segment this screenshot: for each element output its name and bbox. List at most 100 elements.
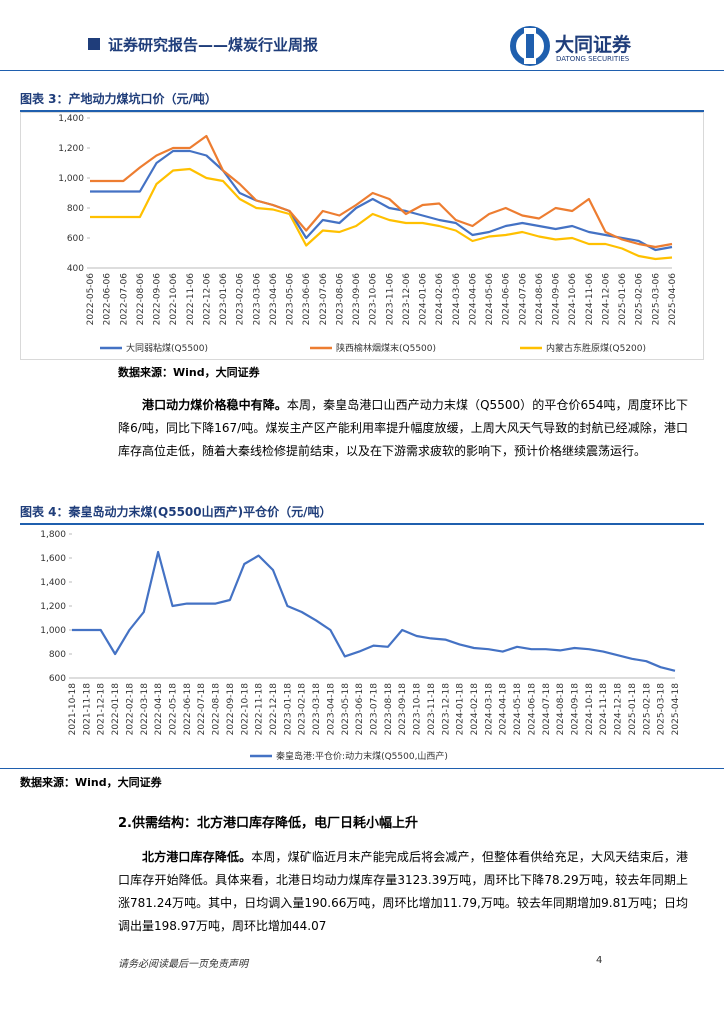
x-tick-label: 2023-11-06 bbox=[385, 273, 395, 326]
source: 数据来源：Wind，大同证券 bbox=[20, 776, 162, 789]
paragraph-body: 本周，煤矿临近月末产能完成后将会减产，但整体看供给充足，大风天结束后，港口库存开… bbox=[118, 850, 688, 933]
y-tick-label: 800 bbox=[49, 650, 66, 660]
source: 数据来源：Wind，大同证券 bbox=[118, 366, 260, 379]
x-tick-label: 2024-04-06 bbox=[468, 273, 478, 326]
x-tick-label: 2022-11-06 bbox=[186, 273, 196, 326]
x-tick-label: 2022-09-18 bbox=[226, 683, 236, 736]
x-tick-label: 2023-07-18 bbox=[370, 683, 380, 736]
x-tick-label: 2021-11-18 bbox=[82, 683, 92, 736]
figure-caption: 图表 4：秦皇岛动力末煤(Q5500山西产)平仓价（元/吨） bbox=[20, 503, 704, 525]
x-tick-label: 2023-08-06 bbox=[335, 273, 345, 326]
x-tick-label: 2023-05-06 bbox=[286, 273, 296, 326]
paragraph: 港口动力煤价格稳中有降。本周，秦皇岛港口山西产动力末煤（Q5500）的平仓价65… bbox=[118, 394, 688, 463]
x-tick-label: 2023-08-18 bbox=[384, 683, 394, 736]
series-line bbox=[90, 149, 673, 252]
x-tick-label: 2023-02-06 bbox=[236, 273, 246, 326]
x-tick-label: 2025-02-06 bbox=[635, 273, 645, 326]
x-tick-label: 2023-09-18 bbox=[398, 683, 408, 736]
y-tick-label: 1,200 bbox=[40, 602, 66, 612]
y-tick-label: 600 bbox=[67, 234, 84, 244]
x-tick-label: 2024-07-06 bbox=[518, 273, 528, 326]
x-tick-label: 2022-09-06 bbox=[153, 273, 163, 326]
x-tick-label: 2024-01-18 bbox=[456, 683, 466, 736]
y-tick-label: 1,400 bbox=[58, 114, 84, 124]
x-tick-label: 2025-02-18 bbox=[642, 683, 652, 736]
x-tick-label: 2022-01-18 bbox=[111, 683, 121, 736]
x-tick-label: 2022-10-06 bbox=[169, 273, 179, 326]
y-tick-label: 1,000 bbox=[40, 626, 66, 636]
x-tick-label: 2024-05-18 bbox=[513, 683, 523, 736]
x-tick-label: 2023-04-18 bbox=[326, 683, 336, 736]
x-tick-label: 2024-09-18 bbox=[571, 683, 581, 736]
paragraph-lead: 港口动力煤价格稳中有降。 bbox=[142, 398, 287, 412]
rule bbox=[0, 768, 724, 769]
x-tick-label: 2022-03-18 bbox=[140, 683, 150, 736]
x-tick-label: 2025-01-06 bbox=[618, 273, 628, 326]
x-tick-label: 2024-12-06 bbox=[601, 273, 611, 326]
x-tick-label: 2022-05-06 bbox=[86, 273, 96, 326]
legend-label: 陕西榆林烟煤末(Q5500) bbox=[336, 342, 436, 354]
y-tick-label: 1,400 bbox=[40, 578, 66, 588]
x-tick-label: 2023-05-18 bbox=[341, 683, 351, 736]
legend-label: 大同弱粘煤(Q5500) bbox=[126, 342, 208, 354]
header-title: 证券研究报告——煤炭行业周报 bbox=[108, 36, 319, 54]
x-tick-label: 2023-10-18 bbox=[413, 683, 423, 736]
x-tick-label: 2021-10-18 bbox=[68, 683, 78, 736]
x-tick-label: 2022-06-06 bbox=[103, 273, 113, 326]
x-tick-label: 2025-04-18 bbox=[671, 683, 681, 736]
x-tick-label: 2025-01-18 bbox=[628, 683, 638, 736]
x-tick-label: 2023-01-06 bbox=[219, 273, 229, 326]
header-rule bbox=[0, 70, 724, 71]
x-tick-label: 2023-04-06 bbox=[269, 273, 279, 326]
x-tick-label: 2023-12-18 bbox=[441, 683, 451, 736]
y-tick-label: 1,800 bbox=[40, 530, 66, 540]
x-tick-label: 2024-10-18 bbox=[585, 683, 595, 736]
figure-caption: 图表 3：产地动力煤坑口价（元/吨） bbox=[20, 90, 704, 112]
x-tick-label: 2022-04-18 bbox=[154, 683, 164, 736]
x-tick-label: 2023-03-06 bbox=[252, 273, 262, 326]
paragraph: 北方港口库存降低。本周，煤矿临近月末产能完成后将会减产，但整体看供给充足，大风天… bbox=[118, 846, 688, 938]
x-tick-label: 2025-03-18 bbox=[657, 683, 667, 736]
x-tick-label: 2024-06-18 bbox=[527, 683, 537, 736]
x-tick-label: 2025-03-06 bbox=[651, 273, 661, 326]
x-tick-label: 2023-02-18 bbox=[298, 683, 308, 736]
x-tick-label: 2024-06-06 bbox=[502, 273, 512, 326]
x-tick-label: 2023-12-06 bbox=[402, 273, 412, 326]
x-tick-label: 2022-08-18 bbox=[212, 683, 222, 736]
x-tick-label: 2023-01-18 bbox=[283, 683, 293, 736]
x-tick-label: 2024-03-18 bbox=[484, 683, 494, 736]
x-tick-label: 2024-07-18 bbox=[542, 683, 552, 736]
logo-icon bbox=[510, 26, 550, 66]
footer-disclaimer: 请务必阅读最后一页免责声明 bbox=[118, 959, 248, 970]
x-tick-label: 2022-11-18 bbox=[255, 683, 265, 736]
x-tick-label: 2024-12-18 bbox=[614, 683, 624, 736]
x-tick-label: 2023-07-06 bbox=[319, 273, 329, 326]
logo-text: 大同证券 bbox=[555, 34, 632, 56]
legend-label: 内蒙古东胜原煤(Q5200) bbox=[546, 342, 646, 354]
chart-border bbox=[20, 112, 704, 360]
x-tick-label: 2023-06-18 bbox=[355, 683, 365, 736]
x-tick-label: 2024-09-06 bbox=[552, 273, 562, 326]
x-tick-label: 2023-09-06 bbox=[352, 273, 362, 326]
y-tick-label: 800 bbox=[67, 204, 84, 214]
section-title: 2.供需结构：北方港口库存降低，电厂日耗小幅上升 bbox=[118, 816, 418, 831]
x-tick-label: 2024-11-18 bbox=[599, 683, 609, 736]
y-tick-label: 600 bbox=[49, 674, 66, 684]
chart: 600 800 1,000 1,200 1,400 1,600 1,800 2021-10-1… bbox=[40, 530, 681, 762]
x-tick-label: 2022-05-18 bbox=[169, 683, 179, 736]
x-tick-label: 2024-05-06 bbox=[485, 273, 495, 326]
x-tick-label: 2024-02-18 bbox=[470, 683, 480, 736]
x-tick-label: 2024-03-06 bbox=[452, 273, 462, 326]
x-tick-label: 2024-08-06 bbox=[535, 273, 545, 326]
paragraph-body: 本周，秦皇岛港口山西产动力末煤（Q5500）的平仓价654吨，周度环比下降6/吨… bbox=[118, 398, 688, 458]
x-tick-label: 2024-10-06 bbox=[568, 273, 578, 326]
x-tick-label: 2024-02-06 bbox=[435, 273, 445, 326]
logo-subtext: DATONG SECURITIES bbox=[556, 55, 630, 63]
x-tick-label: 2022-02-18 bbox=[125, 683, 135, 736]
x-tick-label: 2023-06-06 bbox=[302, 273, 312, 326]
legend-label: 秦皇岛港:平仓价:动力末煤(Q5500,山西产) bbox=[276, 750, 448, 762]
series-line bbox=[72, 550, 676, 672]
x-tick-label: 2025-04-06 bbox=[668, 273, 678, 326]
series-line bbox=[90, 134, 673, 249]
